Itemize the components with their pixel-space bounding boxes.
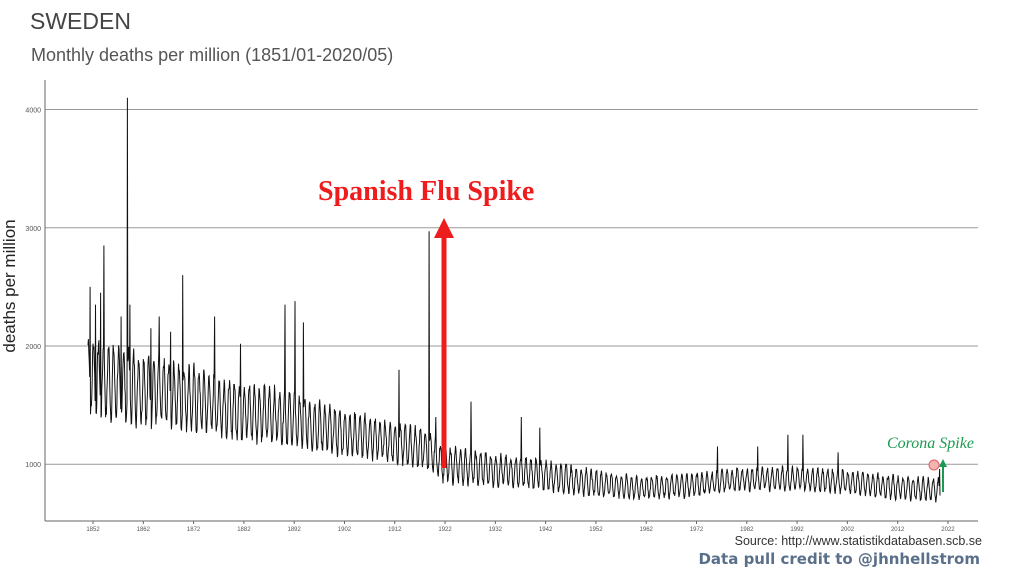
x-tick-label: 1962	[640, 527, 654, 533]
source-note: Source: http://www.statistikdatabasen.sc…	[734, 534, 982, 548]
corona-arrow-head	[939, 459, 947, 467]
spanish-flu-label: Spanish Flu Spike	[318, 176, 534, 207]
gridlines	[45, 109, 978, 465]
chart-subtitle: Monthly deaths per million (1851/01-2020…	[31, 45, 394, 65]
x-tick-label: 1902	[338, 527, 352, 533]
x-tick-label: 1892	[288, 527, 302, 533]
x-tick-label: 2002	[841, 527, 855, 533]
corona-marker	[928, 459, 940, 471]
y-tick-label: 1000	[25, 462, 41, 469]
x-tick-label: 1932	[489, 527, 503, 533]
deaths-series-line	[87, 97, 941, 503]
corona-spike-label: Corona Spike	[887, 435, 974, 452]
x-tick-label: 1862	[137, 527, 151, 533]
x-tick-label: 1982	[740, 527, 754, 533]
x-tick-label: 2012	[891, 527, 905, 533]
credit-note: Data pull credit to @jhnhellstrom	[698, 550, 980, 568]
x-tick-label: 1992	[790, 527, 804, 533]
x-tick-label: 1912	[388, 527, 402, 533]
y-axis-label: deaths per million	[0, 219, 19, 352]
y-tick-label: 4000	[25, 108, 41, 115]
y-tick-labels: 1000 2000 3000 4000	[25, 108, 41, 470]
y-tick-label: 2000	[25, 344, 41, 351]
y-tick-label: 3000	[25, 226, 41, 233]
x-tick-labels: 1852 1862 1872 1882 1892 1902 1912 1922 1932 1942…	[86, 521, 955, 533]
spanish-flu-arrow-head	[434, 218, 454, 238]
x-tick-label: 1922	[438, 527, 452, 533]
chart-title: SWEDEN	[30, 8, 131, 34]
x-tick-label: 1872	[187, 527, 201, 533]
x-tick-label: 2022	[941, 527, 955, 533]
x-tick-label: 1852	[86, 527, 100, 533]
x-tick-label: 1972	[690, 527, 704, 533]
x-tick-label: 1942	[539, 527, 553, 533]
x-tick-label: 1882	[237, 527, 251, 533]
x-tick-label: 1952	[589, 527, 603, 533]
